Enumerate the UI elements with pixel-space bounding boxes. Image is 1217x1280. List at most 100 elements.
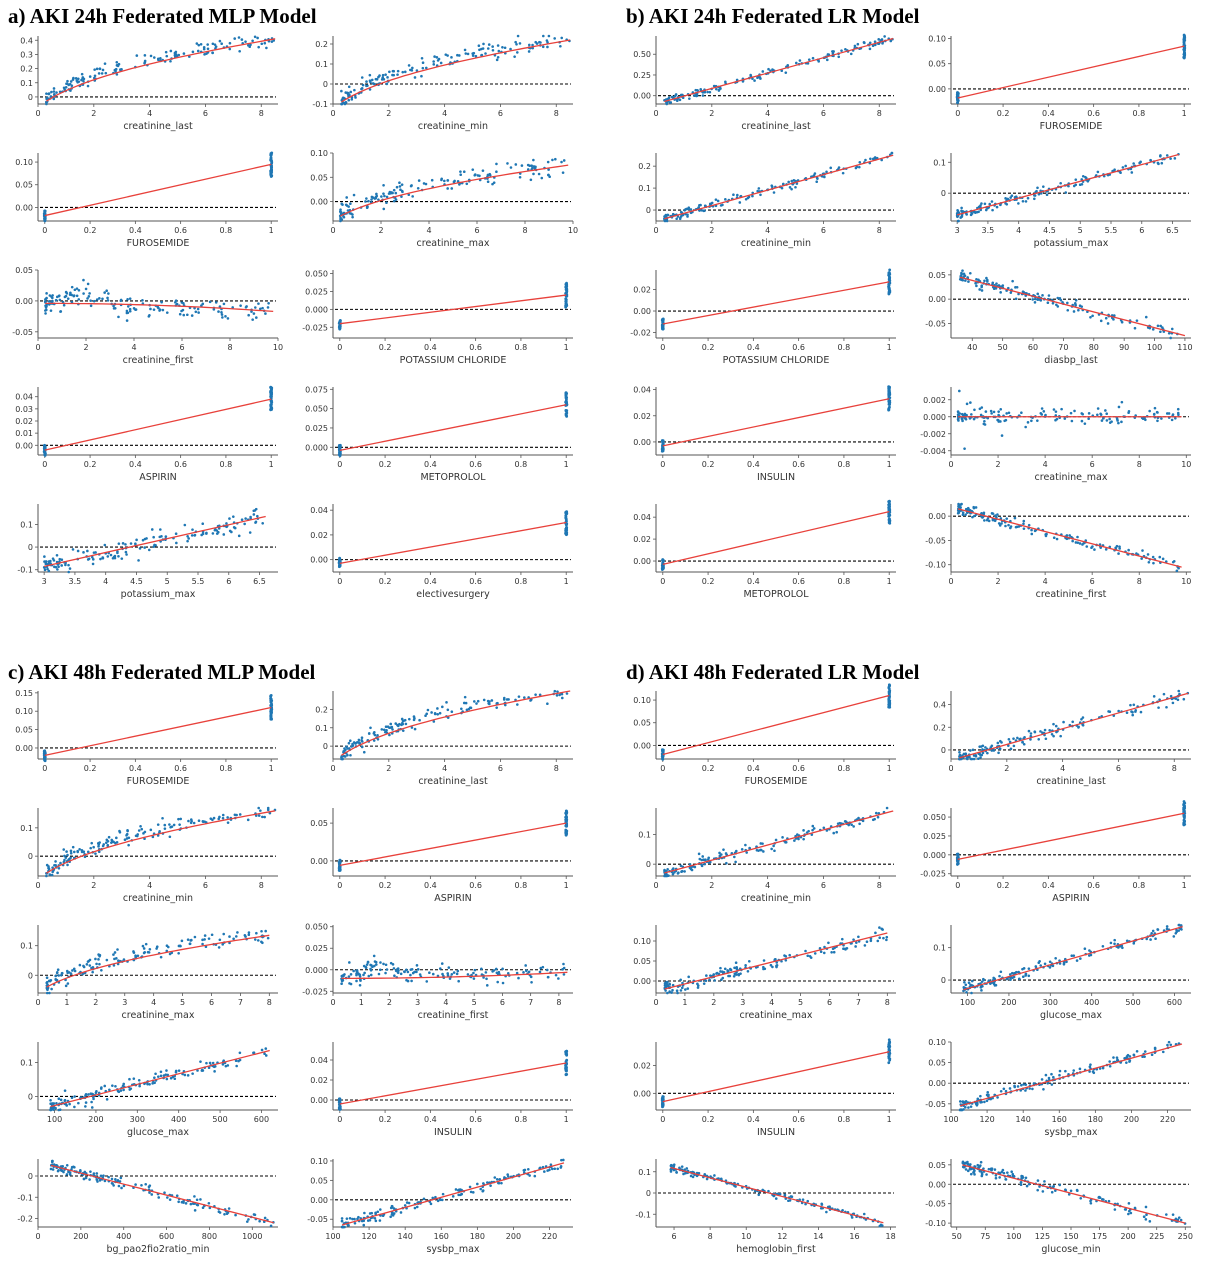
x-tick-label: 6 (821, 226, 826, 235)
data-point (256, 36, 259, 40)
data-point (257, 302, 260, 305)
data-point (1148, 409, 1151, 413)
x-tick: 1 (269, 759, 274, 773)
fit-line (341, 39, 571, 103)
data-point (517, 695, 521, 698)
y-tick-label: 0.00 (633, 92, 651, 101)
x-tick: 0.2 (702, 338, 714, 352)
scatter-points (337, 281, 569, 331)
data-point (404, 722, 408, 726)
data-point (1108, 710, 1112, 714)
data-point (956, 219, 960, 223)
x-tick: 0.2 (379, 338, 391, 352)
data-point (445, 701, 448, 704)
x-tick-label: 2 (93, 998, 98, 1007)
data-point (243, 522, 246, 526)
data-point (841, 171, 845, 175)
data-point (676, 215, 680, 218)
x-tick: 0 (35, 993, 41, 1007)
data-point (269, 170, 273, 174)
data-point (476, 1182, 479, 1186)
data-point (180, 939, 184, 943)
data-point (1068, 534, 1072, 537)
x-tick: 0.4 (747, 759, 760, 773)
data-point (490, 699, 494, 702)
x-tick-label: 6 (1116, 764, 1121, 773)
x-tick: 0.6 (469, 876, 482, 890)
data-point (546, 160, 550, 164)
data-point (141, 298, 144, 302)
data-point (661, 567, 665, 570)
data-point (266, 808, 270, 812)
data-point (481, 1189, 485, 1193)
data-point (104, 71, 108, 75)
data-point (367, 732, 371, 735)
scatter-points (660, 385, 892, 453)
data-point (157, 306, 160, 310)
x-tick-label: 5 (472, 998, 477, 1007)
y-tick-label: 0 (28, 1172, 33, 1181)
data-point (452, 971, 456, 974)
data-point (341, 978, 345, 982)
data-point (560, 36, 564, 40)
data-point (666, 213, 669, 217)
data-point (980, 285, 983, 289)
data-point (857, 165, 861, 169)
data-point (270, 164, 273, 168)
data-point (51, 557, 55, 560)
data-point (396, 971, 400, 975)
data-point (733, 855, 736, 859)
data-point (63, 1099, 67, 1103)
data-point (553, 1167, 557, 1171)
x-tick-label: 0.6 (792, 577, 805, 586)
x-tick: 0 (337, 876, 342, 890)
x-tick-label: 8 (554, 764, 559, 773)
data-point (125, 837, 129, 840)
data-point (68, 293, 72, 296)
data-point (160, 300, 163, 304)
data-point (44, 304, 47, 308)
data-point (1110, 420, 1113, 423)
data-point (974, 506, 978, 509)
data-point (443, 179, 446, 183)
data-point (436, 1199, 440, 1203)
data-point (264, 312, 267, 315)
y-tick-label: 0.4 (20, 36, 33, 45)
x-tick-label: 0 (948, 577, 953, 586)
data-point (75, 287, 79, 290)
x-tick-label: 6 (1090, 577, 1095, 586)
y-tick: 0.1 (20, 79, 38, 88)
data-point (149, 828, 153, 832)
data-point (1069, 411, 1073, 415)
data-point (486, 180, 490, 184)
data-point (340, 202, 344, 206)
scatter-points (42, 385, 274, 457)
data-point (472, 51, 476, 55)
x-tick-label: 2 (91, 881, 96, 890)
y-tick-label: 0.00 (633, 438, 651, 447)
data-point (984, 410, 988, 413)
data-point (261, 521, 264, 525)
data-point (152, 308, 156, 311)
data-point (1033, 529, 1037, 533)
data-point (517, 976, 520, 980)
data-point (712, 84, 716, 88)
data-point (439, 1198, 442, 1202)
fit-line (46, 934, 270, 988)
data-point (415, 1205, 419, 1209)
data-point (1007, 737, 1011, 741)
data-point (178, 312, 182, 316)
data-point (1182, 46, 1186, 50)
x-tick: 6.5 (1166, 221, 1179, 235)
data-point (66, 971, 69, 975)
data-point (103, 291, 106, 294)
x-tick-label: 0.2 (379, 460, 392, 469)
subplot-c-6: 0 1 2 3 4 5 6 7 8-0.0250.0000.0250.050creatinine… (302, 923, 573, 1021)
x-tick: 0.8 (220, 455, 232, 469)
x-tick-label: 0.8 (1133, 881, 1146, 890)
y-tick-label: 0.00 (928, 512, 946, 521)
data-point (399, 1211, 403, 1214)
data-point (496, 56, 500, 59)
x-tick: 0 (660, 338, 665, 352)
